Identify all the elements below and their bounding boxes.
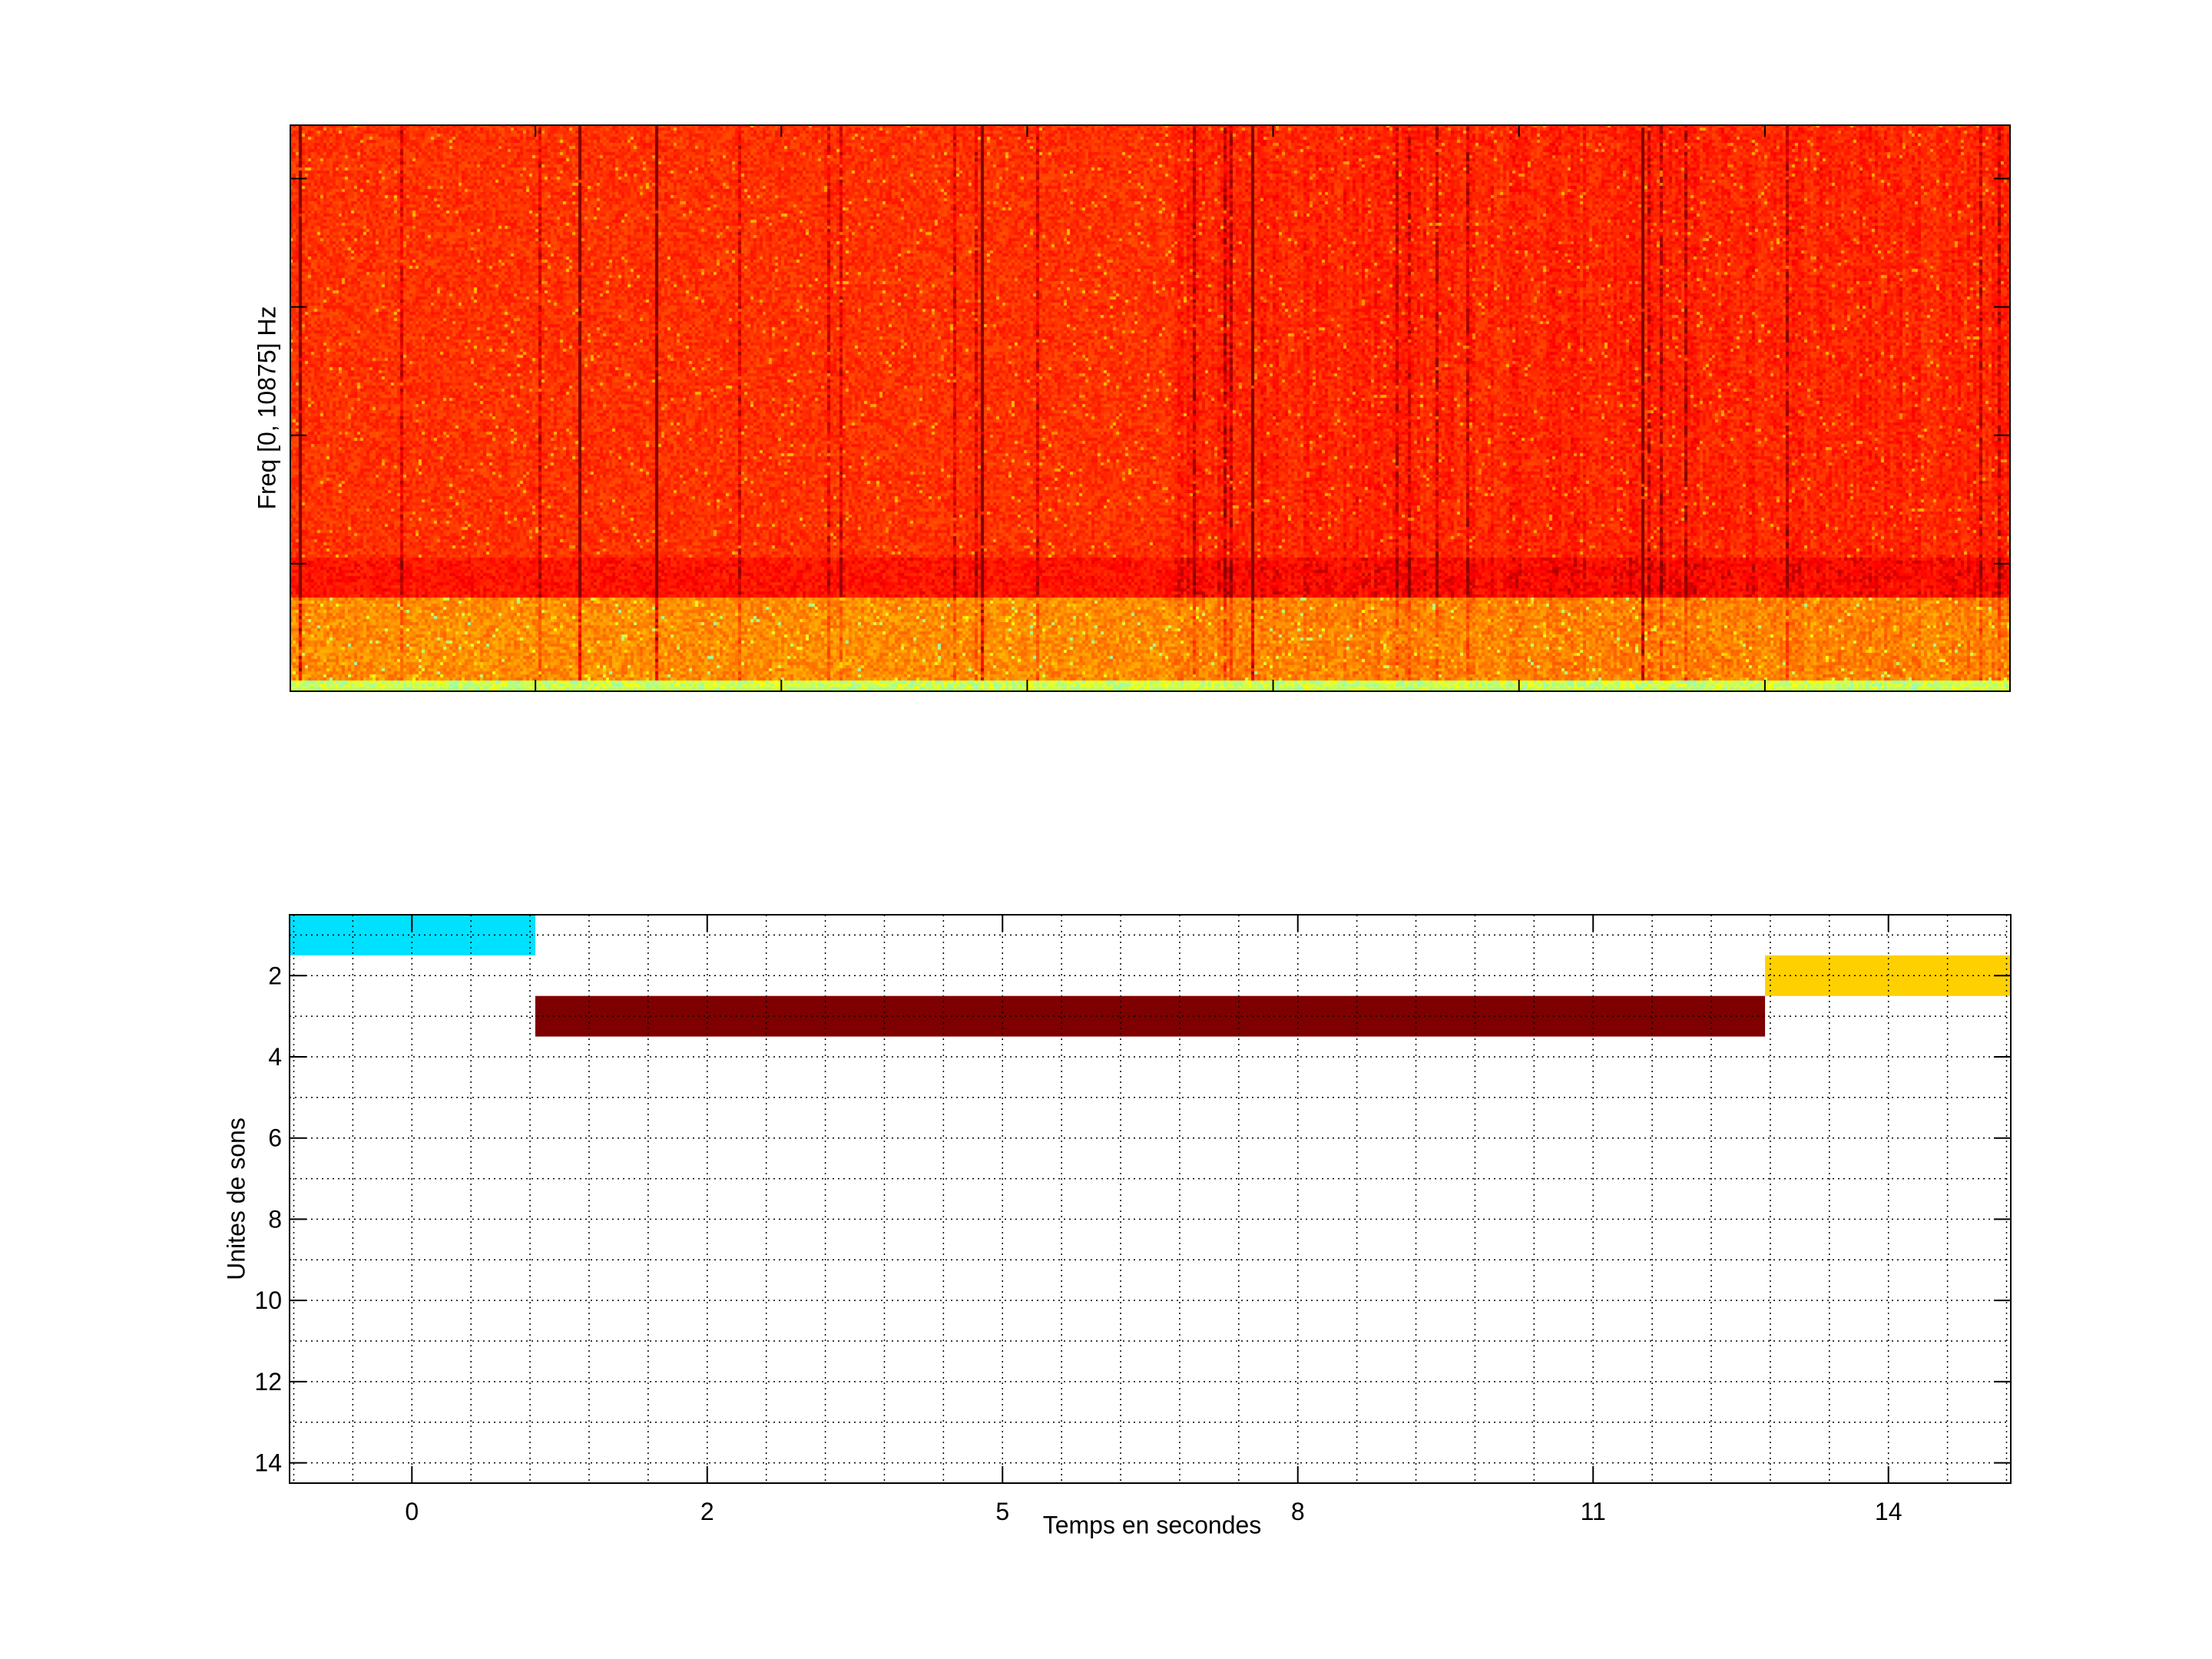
y-tick-label: 10 (254, 1286, 282, 1314)
x-tick-label: 0 (405, 1498, 419, 1525)
x-tick-label: 8 (1291, 1498, 1305, 1525)
x-tick-label: 14 (1875, 1498, 1902, 1525)
spectrogram-axes-box (290, 124, 2011, 692)
y-tick-label: 4 (268, 1043, 282, 1071)
x-tick-label: 5 (995, 1498, 1009, 1525)
y-tick-label: 6 (268, 1124, 282, 1152)
y-tick-label: 14 (254, 1449, 282, 1477)
x-tick-label: 11 (1581, 1498, 1606, 1525)
y-tick-label: 2 (268, 962, 282, 989)
spectrogram-plot (290, 124, 2011, 692)
x-tick-label: 2 (700, 1498, 714, 1525)
y-tick-label: 8 (268, 1205, 282, 1233)
spectrogram-axes-frame (290, 124, 2011, 692)
y-tick-label: 12 (254, 1368, 282, 1396)
units-xlabel: Temps en secondes (1042, 1511, 1262, 1539)
units-ylabel: Unites de sons (222, 1118, 250, 1280)
spectrogram-image (290, 124, 2011, 692)
units-axes-box (289, 914, 2012, 1484)
unit-segment-2 (1765, 955, 2011, 996)
